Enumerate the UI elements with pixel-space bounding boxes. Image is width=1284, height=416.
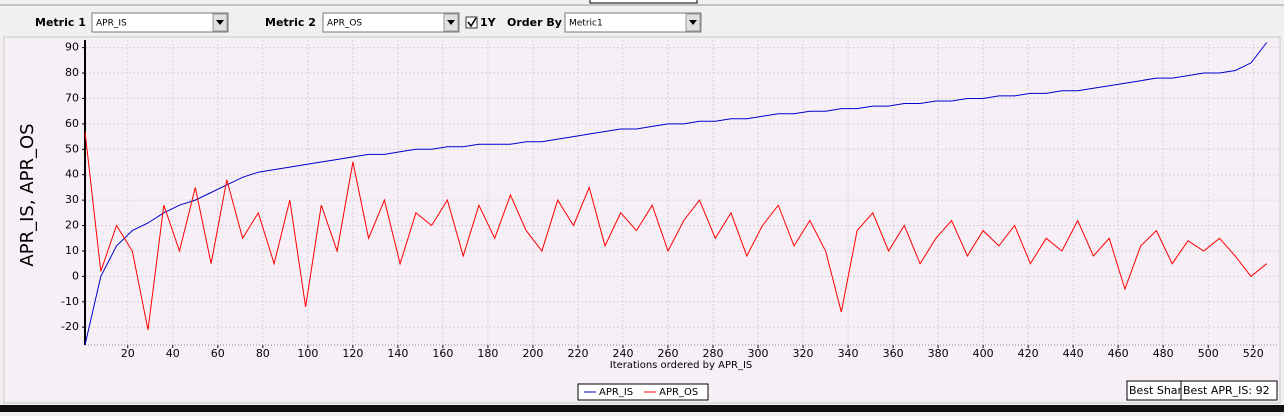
y-tick-label: -20 (61, 320, 79, 333)
dropdown-arrow (689, 20, 697, 25)
dropdown-box (91, 12, 229, 33)
checkbox[interactable]: 1Y (465, 16, 497, 29)
metric2-value: APR_OS (327, 19, 362, 29)
checkbox-label: 1Y (480, 16, 497, 29)
x-tick-label: 80 (256, 347, 270, 360)
x-tick-label: 500 (1198, 347, 1219, 360)
order-value: Metric1 (569, 19, 603, 29)
x-tick-label: 400 (973, 347, 994, 360)
x-tick-label: 360 (883, 347, 904, 360)
dropdown-box (564, 12, 702, 33)
chart: -20 -10 0 10 20 30 40 50 60 70 80 90 20 40 60 80 100 120 1… (61, 40, 1278, 401)
checkbox-box (465, 16, 478, 29)
top-tab (589, 0, 698, 4)
x-tick-label: 40 (166, 347, 180, 360)
dropdown-box (322, 12, 460, 33)
checkmark (467, 17, 477, 28)
x-tick-label: 460 (1108, 347, 1129, 360)
x-tick-label: 180 (477, 347, 498, 360)
order-label: Order By (507, 16, 562, 29)
x-tick-label: 120 (342, 347, 363, 360)
y-tick-label: 40 (65, 168, 79, 181)
y-axis-label: APR_IS, APR_OS (17, 123, 38, 266)
metric2-label: Metric 2 (265, 16, 316, 29)
series-line (84, 42, 1268, 346)
y-tick-label: 80 (65, 66, 79, 79)
metric2-dropdown[interactable]: APR_OS (322, 12, 460, 33)
dropdown-arrow (216, 20, 224, 25)
x-tick-label: 440 (1063, 347, 1084, 360)
x-tick-label: 200 (522, 347, 543, 360)
x-tick-label: 160 (432, 347, 453, 360)
order-dropdown[interactable]: Metric1 (564, 12, 702, 33)
legend-label: APR_IS (599, 387, 633, 398)
y-tick-label: -10 (61, 295, 79, 308)
x-tick-label: 260 (657, 347, 678, 360)
best-sharpe: Best Shar (1129, 384, 1183, 397)
x-tick-label: 380 (928, 347, 949, 360)
legend-label: APR_OS (659, 387, 698, 398)
legend-box (577, 383, 709, 401)
metric1-label: Metric 1 (35, 16, 86, 29)
y-tick-label: 70 (65, 91, 79, 104)
y-tick-label: 30 (65, 193, 79, 206)
y-tick-label: 50 (65, 142, 79, 155)
x-tick-label: 480 (1153, 347, 1174, 360)
x-tick-label: 140 (387, 347, 408, 360)
metric1-value: APR_IS (96, 19, 127, 29)
x-tick-label: 220 (567, 347, 588, 360)
x-axis-label: Iterations ordered by APR_IS (610, 360, 753, 371)
status-clip: Best Shar (1129, 384, 1183, 397)
legend: APR_IS APR_OS (577, 383, 709, 401)
best-apr: Best APR_IS: 92 (1183, 384, 1270, 397)
bottom-bar (0, 405, 1284, 412)
y-tick-label: 0 (72, 269, 79, 282)
x-tick-label: 60 (211, 347, 225, 360)
y-tick-label: 10 (65, 244, 79, 257)
series-line (84, 131, 1268, 330)
x-tick-label: 300 (748, 347, 769, 360)
status-box (1180, 380, 1278, 401)
x-tick-label: 280 (703, 347, 724, 360)
chart-panel (3, 36, 1281, 404)
x-tick-label: 20 (121, 347, 135, 360)
x-tick-label: 320 (793, 347, 814, 360)
x-tick-label: 340 (838, 347, 859, 360)
x-tick-label: 420 (1018, 347, 1039, 360)
metric1-dropdown[interactable]: APR_IS (91, 12, 229, 33)
dropdown-arrow (447, 20, 455, 25)
y-tick-label: 20 (65, 219, 79, 232)
y-tick-label: 90 (65, 41, 79, 54)
x-tick-label: 240 (612, 347, 633, 360)
y-tick-label: 60 (65, 117, 79, 130)
x-tick-label: 100 (297, 347, 318, 360)
x-tick-label: 520 (1243, 347, 1264, 360)
